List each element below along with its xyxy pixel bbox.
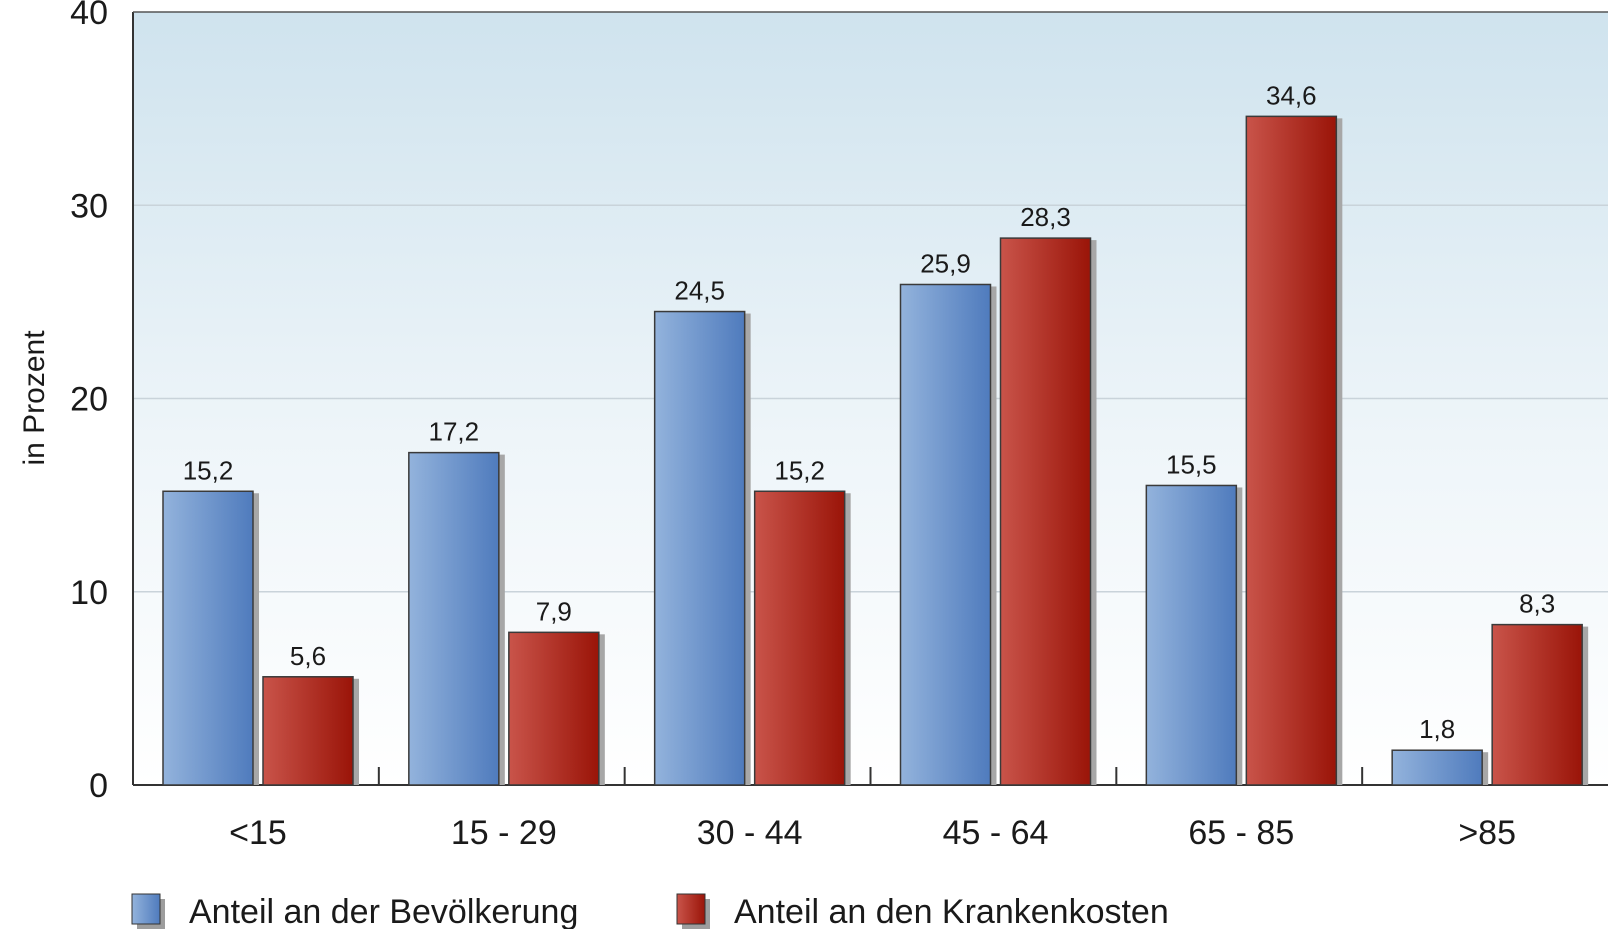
bar-bevoelkerung (162, 490, 254, 786)
y-axis-title: in Prozent (18, 330, 51, 466)
legend: Anteil an der Bevölkerung Anteil an den … (131, 893, 1169, 929)
y-tick-label: 20 (70, 381, 108, 419)
category-labels: <15 15 - 29 30 - 44 45 - 64 65 - 85 >85 (229, 814, 1516, 852)
bar-krankenkosten (1491, 623, 1583, 786)
bar-bevoelkerung (1145, 484, 1238, 786)
data-label: 7,9 (536, 596, 572, 626)
y-tick-labels: 0 10 20 30 40 (70, 0, 108, 805)
legend-label-bevoelkerung: Anteil an der Bevölkerung (189, 893, 578, 929)
data-label: 15,5 (1166, 449, 1217, 479)
y-tick-label: 40 (70, 0, 108, 32)
category-label: 30 - 44 (697, 814, 803, 852)
bar-bevoelkerung (1391, 749, 1483, 786)
bar-krankenkosten (1245, 115, 1338, 786)
data-label: 28,3 (1020, 202, 1071, 232)
data-label: 5,6 (290, 641, 326, 671)
data-label: 24,5 (674, 276, 725, 306)
bars (162, 115, 1589, 786)
bar-krankenkosten (753, 490, 846, 786)
y-tick-label: 0 (89, 767, 108, 805)
gridlines (133, 204, 1608, 593)
bar-krankenkosten (999, 237, 1092, 786)
category-label: 65 - 85 (1188, 814, 1294, 852)
bar-krankenkosten (262, 676, 354, 786)
category-label: >85 (1458, 814, 1516, 852)
legend-label-krankenkosten: Anteil an den Krankenkosten (734, 893, 1169, 929)
bar-bevoelkerung (899, 283, 992, 786)
y-tick-label: 30 (70, 187, 108, 225)
data-label: 15,2 (183, 455, 234, 485)
data-label: 34,6 (1266, 80, 1317, 110)
legend-swatch-krankenkosten-fill (676, 893, 706, 925)
data-label: 25,9 (920, 248, 971, 278)
data-label: 8,3 (1519, 589, 1555, 619)
bar-bevoelkerung (653, 310, 746, 786)
bar-krankenkosten (508, 631, 600, 786)
category-label: <15 (229, 814, 287, 852)
x-tick-marks (377, 767, 1364, 785)
legend-swatch-bevoelkerung-fill (131, 893, 161, 925)
y-tick-label: 10 (70, 574, 108, 612)
bar-bevoelkerung (408, 451, 500, 786)
data-label: 1,8 (1419, 714, 1455, 744)
category-label: 45 - 64 (943, 814, 1049, 852)
data-labels: 15,2 5,6 17,2 7,9 24,5 15,2 25,9 28,3 15,5 34,6 1,… (183, 80, 1556, 744)
data-label: 15,2 (774, 455, 825, 485)
data-label: 17,2 (429, 417, 480, 447)
category-label: 15 - 29 (451, 814, 557, 852)
